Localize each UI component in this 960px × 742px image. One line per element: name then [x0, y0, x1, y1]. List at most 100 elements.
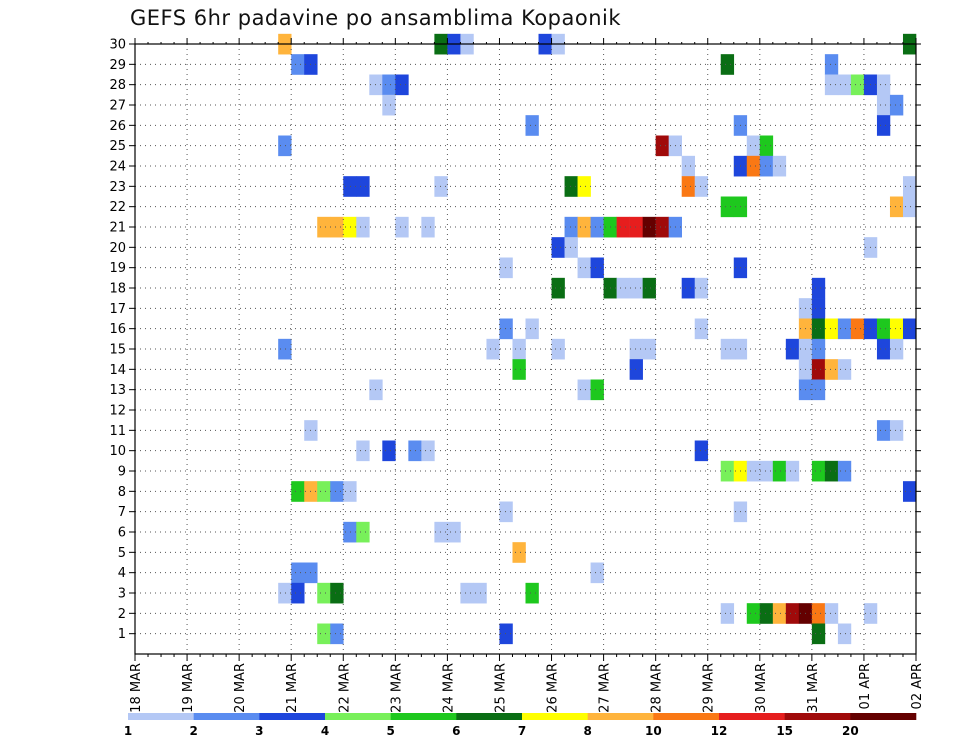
precip-cell: [889, 318, 904, 340]
precip-cell: [642, 216, 656, 238]
y-tick-label: 6: [118, 526, 126, 541]
colorbar-swatch: [850, 713, 917, 720]
precip-cell: [512, 542, 526, 563]
x-tick-label: 22 MAR: [337, 663, 352, 713]
precip-cell: [694, 176, 709, 197]
precip-cell: [876, 74, 891, 96]
precip-cell: [720, 54, 735, 75]
y-tick-label: 8: [118, 485, 126, 500]
y-tick-label: 27: [109, 99, 126, 114]
colorbar-swatch: [653, 713, 720, 720]
precip-cell: [512, 359, 526, 380]
precip-cell: [850, 318, 865, 340]
precip-cell: [512, 338, 526, 360]
precip-cell: [876, 94, 891, 116]
precip-cell: [811, 359, 826, 380]
precip-cell: [434, 176, 448, 197]
precip-cell: [447, 521, 461, 543]
y-tick-label: 10: [109, 444, 126, 459]
precip-cell: [642, 277, 656, 299]
precip-cell: [577, 379, 591, 401]
colorbar-swatch: [587, 713, 654, 720]
x-tick-label: 02 APR: [910, 663, 925, 709]
precip-cell: [590, 379, 604, 401]
precip-cell: [889, 196, 904, 218]
precip-cell: [824, 74, 839, 96]
precip-cell: [902, 196, 917, 218]
x-tick-label: 29 MAR: [702, 663, 717, 713]
precip-cell: [811, 460, 826, 482]
precip-cell: [902, 176, 917, 197]
y-tick-label: 15: [109, 343, 126, 358]
colorbar-label: 15: [776, 724, 793, 738]
precip-cell: [837, 623, 852, 645]
x-tick-label: 25 MAR: [493, 663, 508, 713]
precip-cell: [616, 277, 630, 299]
colorbar-swatch: [193, 713, 260, 720]
precip-cell: [278, 135, 292, 157]
y-tick-label: 30: [109, 38, 126, 53]
precip-cell: [876, 420, 891, 441]
colorbar-label: 12: [711, 724, 728, 738]
precip-cell: [772, 155, 787, 177]
x-tick-label: 19 MAR: [181, 663, 196, 713]
precip-cell: [317, 623, 331, 645]
precip-cell: [616, 216, 630, 238]
y-tick-label: 22: [109, 200, 126, 215]
precip-cell: [785, 460, 800, 482]
x-tick-label: 26 MAR: [546, 663, 561, 713]
precip-cell: [824, 460, 839, 482]
y-tick-label: 11: [109, 424, 126, 439]
precip-cell: [694, 277, 709, 299]
y-tick-label: 12: [109, 404, 126, 419]
precip-cell: [278, 338, 292, 360]
precip-cell: [811, 277, 826, 299]
precip-cell: [824, 318, 839, 340]
y-tick-label: 23: [109, 180, 126, 195]
precip-cell: [876, 318, 891, 340]
precip-cell: [577, 216, 591, 238]
precip-cell: [811, 318, 826, 340]
colorbar-swatch: [522, 713, 588, 720]
precip-cell: [629, 216, 643, 238]
precip-cell: [681, 155, 696, 177]
precip-cell: [889, 338, 904, 360]
precip-cell: [876, 115, 891, 136]
x-tick-label: 23 MAR: [389, 663, 404, 713]
x-tick-label: 24 MAR: [441, 663, 456, 713]
precip-cell: [395, 216, 409, 238]
precip-cell: [356, 176, 370, 197]
y-tick-label: 2: [118, 607, 126, 622]
precip-cell: [382, 440, 396, 462]
colorbar-label: 1: [124, 724, 132, 738]
precip-cell: [850, 74, 865, 96]
x-tick-label: 30 MAR: [754, 663, 769, 713]
precip-cell: [876, 338, 891, 360]
precip-cell: [681, 277, 696, 299]
y-tick-label: 16: [109, 322, 126, 337]
y-tick-label: 26: [109, 119, 126, 134]
precip-cell: [642, 338, 656, 360]
precip-cell: [551, 338, 565, 360]
precip-cell: [772, 603, 787, 624]
y-tick-label: 14: [109, 363, 126, 378]
y-tick-label: 3: [118, 587, 126, 602]
precip-cell: [772, 460, 787, 482]
y-tick-label: 29: [109, 58, 126, 73]
precip-cell: [499, 257, 513, 279]
precip-cell: [824, 603, 839, 624]
precip-cell: [837, 460, 852, 482]
y-tick-label: 24: [109, 160, 126, 175]
precip-cell: [590, 257, 604, 279]
precip-cell: [343, 216, 357, 238]
precip-cell: [889, 420, 904, 441]
precip-cell: [551, 277, 565, 299]
precip-cell: [811, 379, 826, 401]
precip-cell: [720, 196, 735, 218]
precip-cell: [811, 623, 826, 645]
precip-cell: [629, 338, 643, 360]
precip-cell: [343, 176, 357, 197]
colorbar-swatch: [784, 713, 851, 720]
precip-cell: [746, 603, 761, 624]
precip-cell: [629, 277, 643, 299]
